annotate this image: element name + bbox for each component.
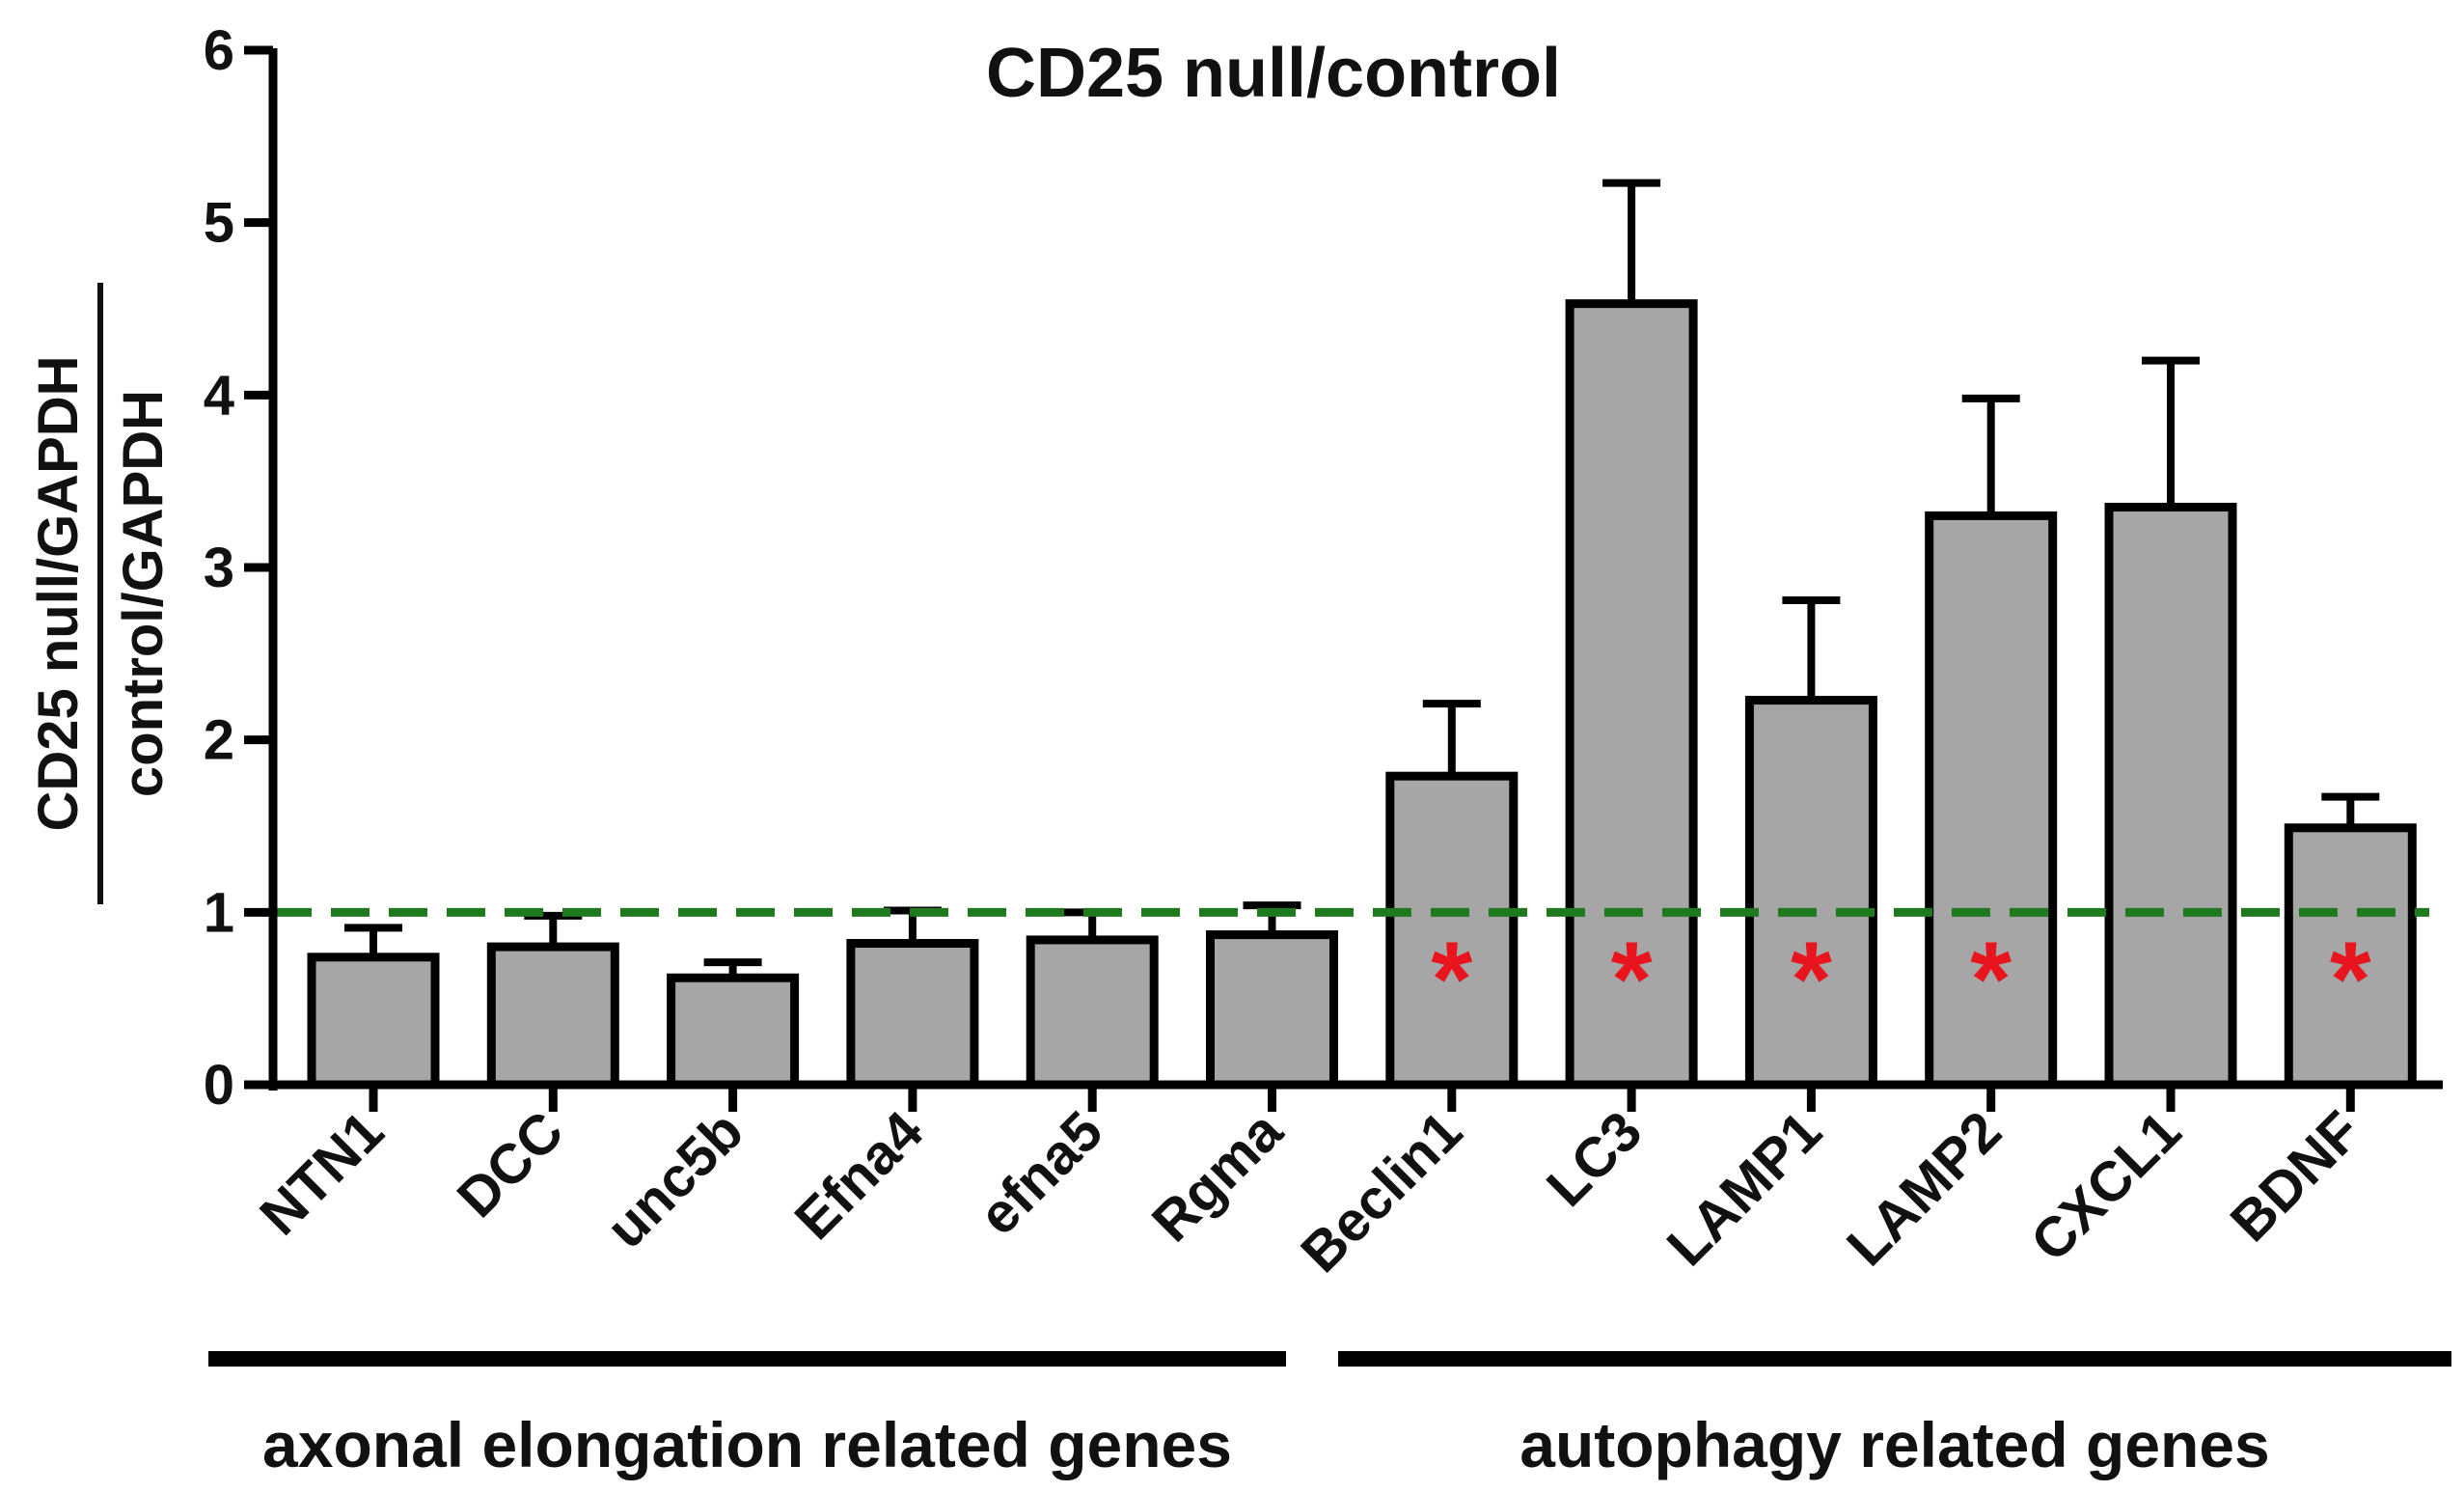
bar-Rgma (1206, 930, 1338, 1090)
y-tick-label-1: 1 (204, 881, 234, 944)
bar-NTN1 (307, 953, 440, 1090)
y-tick-label-2: 2 (204, 709, 234, 772)
x-tick-label-NTN1: NTN1 (248, 1099, 396, 1247)
chart-title: CD25 null/control (986, 35, 1561, 112)
significance-asterisk-LAMP1: * (1791, 921, 1832, 1039)
bar-Efna4 (846, 938, 979, 1090)
bar-DCC (486, 942, 619, 1090)
y-tick-label-0: 0 (204, 1054, 234, 1117)
x-tick-label-CXCL1: CXCL1 (2019, 1099, 2193, 1273)
x-tick-label-Efna4: Efna4 (782, 1099, 935, 1252)
x-tick-label-Rgma: Rgma (1140, 1099, 1295, 1254)
bar-efna5 (1026, 935, 1159, 1090)
x-tick-label-unc5b: unc5b (594, 1099, 755, 1260)
y-axis-ticks: 0 1 2 3 4 5 6 (204, 19, 273, 1117)
y-tick-label-5: 5 (204, 192, 234, 255)
x-tick-label-Beclin1: Beclin1 (1289, 1099, 1474, 1285)
bar-LC3 (1565, 299, 1698, 1090)
y-axis-label-denominator: control/GAPDH (112, 390, 175, 797)
group-label-1: autophagy related genes (1519, 1409, 2270, 1480)
bars-layer: * * * * * (307, 179, 2417, 1090)
y-tick-label-6: 6 (204, 19, 234, 82)
significance-asterisk-LC3: * (1611, 921, 1653, 1039)
bar-unc5b (667, 973, 800, 1090)
significance-asterisk-LAMP2: * (1970, 921, 2012, 1039)
bar-CXCL1 (2104, 502, 2237, 1090)
y-axis-label: CD25 null/GAPDH control/GAPDH (27, 283, 175, 904)
x-tick-label-DCC: DCC (446, 1099, 576, 1230)
group-brackets: axonal elongation related genes autophagy… (208, 1351, 2451, 1480)
x-tick-label-LAMP1: LAMP1 (1656, 1099, 1834, 1278)
x-tick-label-LAMP2: LAMP2 (1835, 1099, 2013, 1278)
y-tick-label-4: 4 (204, 364, 234, 427)
x-tick-label-LC3: LC3 (1535, 1099, 1654, 1218)
x-tick-label-efna5: efna5 (967, 1099, 1114, 1247)
group-label-0: axonal elongation related genes (262, 1409, 1232, 1480)
significance-asterisk-Beclin1: * (1431, 921, 1472, 1039)
y-axis-label-numerator: CD25 null/GAPDH (27, 355, 90, 831)
significance-asterisk-BDNF: * (2330, 921, 2371, 1039)
x-tick-label-BDNF: BDNF (2219, 1099, 2373, 1254)
y-tick-label-3: 3 (204, 537, 234, 599)
